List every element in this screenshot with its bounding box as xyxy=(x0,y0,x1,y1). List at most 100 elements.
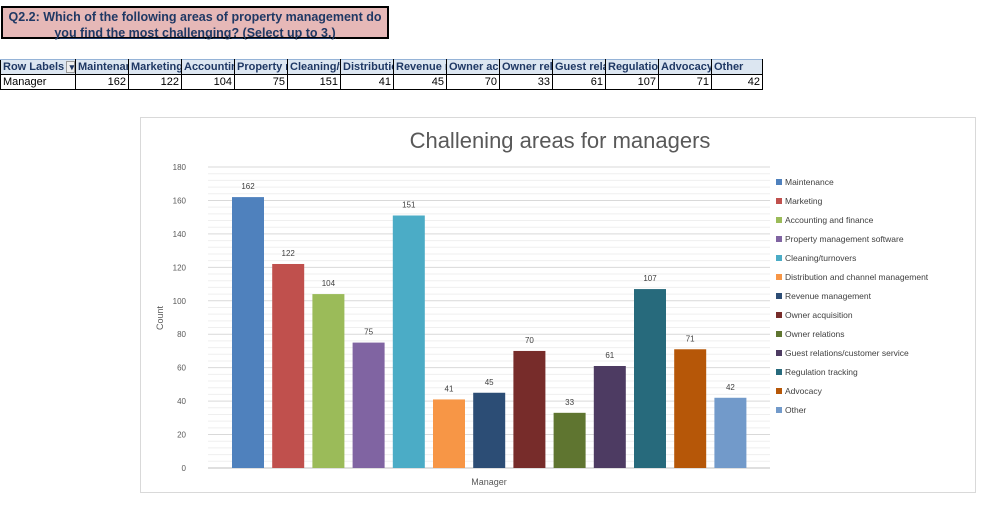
chart[interactable]: Challening areas for managers 0 20 40 60 80 10… xyxy=(140,117,976,493)
y-tick-label: 20 xyxy=(177,431,186,440)
y-tick-label: 160 xyxy=(173,196,187,205)
y-tick-label: 100 xyxy=(173,297,187,306)
legend-swatch xyxy=(776,217,782,223)
cell-value[interactable]: 151 xyxy=(287,74,341,90)
column-header[interactable]: Owner rel xyxy=(499,59,553,75)
header-row: Row Labels ▾ Maintenar Marketing Accountin P… xyxy=(0,59,763,75)
cell-value[interactable]: 70 xyxy=(446,74,500,90)
cell-value[interactable]: 41 xyxy=(340,74,394,90)
column-header[interactable]: Accountin xyxy=(181,59,235,75)
y-tick-label: 140 xyxy=(173,230,187,239)
legend-swatch xyxy=(776,198,782,204)
y-axis-label: Count xyxy=(155,306,165,331)
bar-distribution-and-channel-management xyxy=(433,399,465,468)
column-header[interactable]: Other xyxy=(711,59,763,75)
bar-revenue-management xyxy=(473,392,506,468)
legend-item: Other xyxy=(785,405,806,415)
column-header[interactable]: Regulation xyxy=(605,59,659,75)
legend-swatch xyxy=(776,369,782,375)
column-header[interactable]: Distributio xyxy=(340,59,394,75)
filter-icon[interactable]: ▾ xyxy=(66,61,75,73)
cell-value[interactable]: 45 xyxy=(393,74,447,90)
bar-property-management-software xyxy=(352,342,385,468)
legend-swatch xyxy=(776,274,782,280)
data-label: 71 xyxy=(686,334,695,343)
table-row: Manager 162 122 104 75 151 41 45 70 33 61 107 71 42 xyxy=(0,74,763,90)
legend-swatch xyxy=(776,388,782,394)
data-label: 45 xyxy=(485,378,494,387)
cell-value[interactable]: 104 xyxy=(181,74,235,90)
question-line-1: Q2.2: Which of the following areas of pr… xyxy=(8,10,382,24)
bar-guest-relations-customer-service xyxy=(593,365,626,468)
legend-item: Property management software xyxy=(785,234,904,244)
bar-other xyxy=(714,397,747,468)
column-header[interactable]: Owner acq xyxy=(446,59,500,75)
legend-item: Distribution and channel management xyxy=(785,272,929,282)
cell-value[interactable]: 42 xyxy=(711,74,763,90)
legend-item: Advocacy xyxy=(785,386,823,396)
bar-owner-acquisition xyxy=(513,350,546,468)
cell-value[interactable]: 107 xyxy=(605,74,659,90)
legend-item: Owner acquisition xyxy=(785,310,853,320)
column-header[interactable]: Property m xyxy=(234,59,288,75)
question-line-2: you find the most challenging? (Select u… xyxy=(54,26,336,40)
data-label: 107 xyxy=(643,274,657,283)
data-label: 41 xyxy=(445,384,454,393)
legend-item: Cleaning/turnovers xyxy=(785,253,856,263)
bar-accounting-and-finance xyxy=(312,294,345,468)
y-tick-label: 80 xyxy=(177,330,186,339)
cell-value[interactable]: 75 xyxy=(234,74,288,90)
legend-item: Regulation tracking xyxy=(785,367,858,377)
data-label: 70 xyxy=(525,336,534,345)
question-title: Q2.2: Which of the following areas of pr… xyxy=(1,6,389,40)
cell-value[interactable]: 122 xyxy=(128,74,182,90)
y-tick-label: 180 xyxy=(173,163,187,172)
cell-value[interactable]: 71 xyxy=(658,74,712,90)
column-header[interactable]: Revenue m xyxy=(393,59,447,75)
y-tick-label: 40 xyxy=(177,397,186,406)
legend-swatch xyxy=(776,312,782,318)
y-tick-label: 120 xyxy=(173,263,187,272)
bar-regulation-tracking xyxy=(634,289,666,468)
pivot-table: Row Labels ▾ Maintenar Marketing Accountin P… xyxy=(0,59,763,90)
data-label: 151 xyxy=(402,200,416,209)
column-header[interactable]: Guest rela xyxy=(552,59,606,75)
data-label: 162 xyxy=(241,182,255,191)
legend-swatch xyxy=(776,255,782,261)
bar-maintenance xyxy=(232,197,264,468)
legend-item: Maintenance xyxy=(785,177,834,187)
row-label[interactable]: Manager xyxy=(0,74,76,90)
legend-swatch xyxy=(776,236,782,242)
legend-swatch xyxy=(776,293,782,299)
bar-owner-relations xyxy=(553,412,586,468)
y-tick-label: 0 xyxy=(182,464,187,473)
legend-item: Guest relations/customer service xyxy=(785,348,909,358)
row-labels-header[interactable]: Row Labels ▾ xyxy=(0,59,76,75)
chart-title: Challening areas for managers xyxy=(410,128,711,153)
chart-svg: Challening areas for managers 0 20 40 60 80 10… xyxy=(155,128,929,487)
y-tick-label: 60 xyxy=(177,364,186,373)
data-label: 122 xyxy=(282,249,296,258)
legend-item: Marketing xyxy=(785,196,823,206)
column-header[interactable]: Advocacy xyxy=(658,59,712,75)
cell-value[interactable]: 162 xyxy=(75,74,129,90)
bar-advocacy xyxy=(674,349,707,468)
data-label: 75 xyxy=(364,328,373,337)
data-label: 104 xyxy=(322,279,336,288)
data-label: 42 xyxy=(726,383,735,392)
column-header[interactable]: Cleaning/t xyxy=(287,59,341,75)
legend-item: Revenue management xyxy=(785,291,872,301)
column-header[interactable]: Marketing xyxy=(128,59,182,75)
bar-cleaning-turnovers xyxy=(392,215,425,468)
column-header[interactable]: Maintenar xyxy=(75,59,129,75)
legend-swatch xyxy=(776,407,782,413)
data-label: 61 xyxy=(605,351,614,360)
cell-value[interactable]: 61 xyxy=(552,74,606,90)
cell-value[interactable]: 33 xyxy=(499,74,553,90)
data-label: 33 xyxy=(565,398,574,407)
legend-swatch xyxy=(776,331,782,337)
x-axis-label: Manager xyxy=(471,477,507,487)
legend-swatch xyxy=(776,350,782,356)
legend-item: Owner relations xyxy=(785,329,845,339)
bar-marketing xyxy=(272,263,305,468)
